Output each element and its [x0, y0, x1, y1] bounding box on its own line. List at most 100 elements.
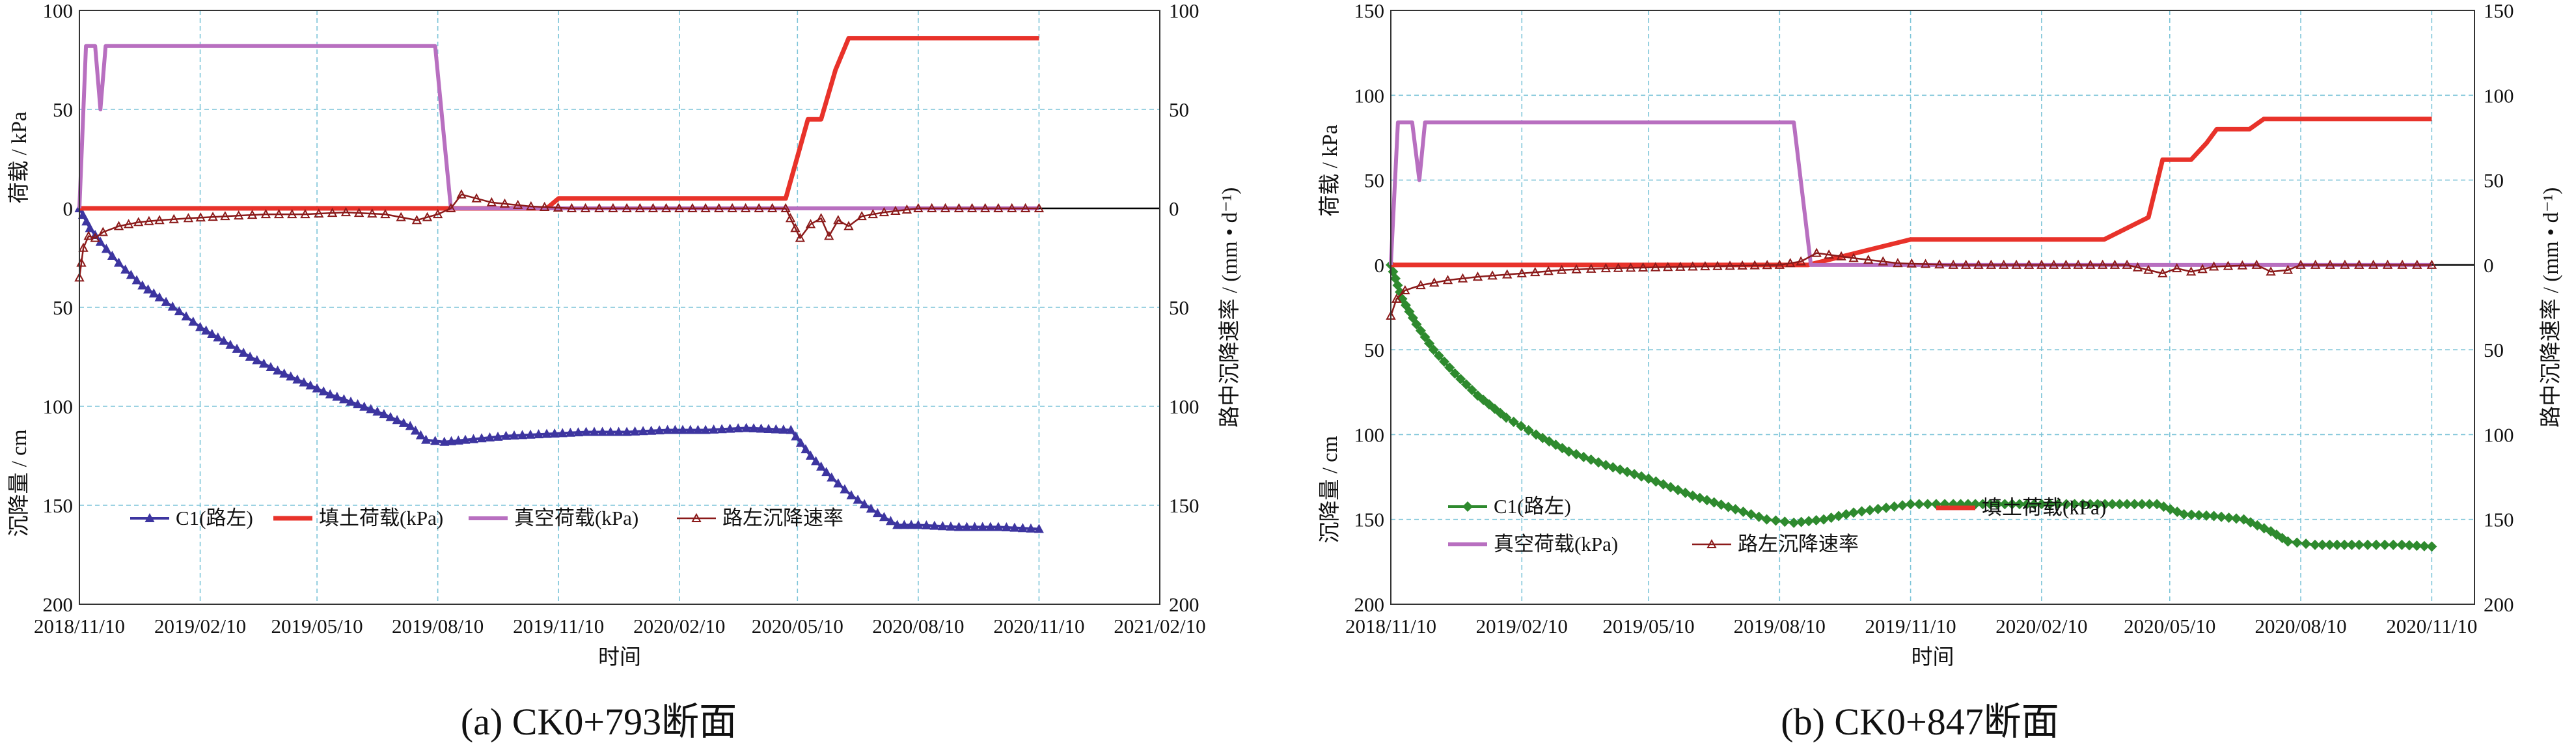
series-1-point — [219, 335, 229, 345]
series-4-point — [2085, 259, 2096, 269]
series-1-point — [953, 522, 964, 531]
series-1-point — [188, 316, 199, 326]
series-1-point — [622, 426, 632, 436]
series-1-point — [654, 425, 665, 435]
series-1-point — [446, 436, 456, 445]
series-4-point — [2023, 259, 2035, 269]
series-4-point — [2368, 259, 2379, 269]
series-3-line — [1389, 120, 2432, 267]
series-4-point — [1516, 268, 1527, 277]
y-tick-label-right: 150 — [1169, 494, 1199, 517]
series-4-point — [1416, 280, 1426, 290]
y-tick-label-left: 100 — [1354, 84, 1385, 107]
series-4-point — [553, 202, 564, 212]
series-1-point — [929, 520, 940, 530]
series-1-point — [252, 355, 262, 365]
series-1-point — [379, 409, 389, 419]
series-4-point — [273, 209, 284, 219]
y-tick-label-left: 200 — [1354, 593, 1385, 616]
series-4-point — [1920, 258, 1931, 268]
series-4-point — [1007, 202, 1017, 212]
series-4-point — [2197, 264, 2208, 273]
series-1-point — [2292, 537, 2303, 548]
series-1-point — [886, 516, 896, 525]
series-1-point — [1460, 379, 1472, 390]
y-axis-title-right: 路中沉降速率 / (mm • d⁻¹) — [2539, 188, 2563, 428]
series-4-point — [1391, 293, 1402, 303]
x-tick-label: 2018/11/10 — [1345, 615, 1436, 637]
series-4-point — [1663, 262, 1673, 272]
series-4-point — [1836, 251, 1846, 260]
series-4-point — [1034, 202, 1045, 212]
x-tick-label: 2020/11/10 — [993, 615, 1084, 637]
series-1-point — [2029, 499, 2040, 510]
series-4-point — [1762, 260, 1772, 270]
series-4-point — [2354, 259, 2364, 269]
x-tick-label: 2021/02/10 — [1114, 615, 1205, 637]
series-1-point — [678, 425, 688, 434]
series-1-point — [827, 472, 837, 482]
series-1-point — [286, 371, 296, 381]
series-1-point — [1501, 412, 1512, 423]
series-1-point — [541, 428, 552, 438]
legend-series-4-label: 路左沉降速率 — [1738, 533, 1859, 555]
series-1-point — [525, 429, 536, 439]
series-4-point — [314, 208, 324, 218]
series-1-point — [101, 244, 111, 253]
legend-series-4-label: 路左沉降速率 — [722, 507, 843, 529]
series-4-point — [2143, 264, 2154, 274]
x-tick-label: 2019/05/10 — [1602, 615, 1694, 637]
series-4-point — [780, 202, 791, 212]
series-1-point — [1826, 512, 1837, 524]
series-1-point — [2388, 539, 2399, 550]
series-4-point — [1737, 260, 1747, 270]
series-4-point — [1863, 254, 1874, 264]
series-4-point — [635, 202, 645, 212]
series-1-point — [420, 434, 431, 444]
series-1-point — [501, 430, 512, 440]
y-tick-label-right: 50 — [2484, 339, 2504, 361]
series-1-point — [1984, 499, 1995, 510]
series-1-point — [1449, 368, 1460, 379]
series-4-point — [2397, 259, 2407, 269]
series-1-point — [392, 415, 402, 425]
series-1-point — [2208, 510, 2219, 522]
series-1-point — [366, 404, 376, 413]
series-1-point — [685, 425, 696, 434]
series-1-point — [2061, 499, 2072, 510]
series-4-point — [471, 193, 482, 202]
series-1-point — [795, 438, 806, 447]
series-1-point — [238, 347, 249, 357]
series-1-point — [312, 383, 322, 393]
legend-series-4-point — [1706, 538, 1717, 548]
series-4-point — [2036, 259, 2047, 269]
series-1-point — [1841, 509, 1852, 520]
series-1-point — [2021, 499, 2033, 510]
series-1-point — [1803, 516, 1815, 527]
y-tick-label-left: 50 — [1364, 169, 1384, 192]
series-1-point — [232, 343, 242, 353]
series-4-point — [1487, 270, 1498, 280]
series-4-point — [805, 219, 816, 229]
series-4-point — [740, 202, 751, 212]
series-4-point — [540, 201, 550, 211]
legend-series-1-label: C1(路左) — [1494, 495, 1571, 518]
series-1-point — [1999, 499, 2010, 510]
series-4-point — [499, 198, 510, 208]
series-4-point — [833, 215, 843, 225]
series-1-point — [305, 380, 316, 390]
series-4-point — [1556, 264, 1567, 274]
series-4-point — [2109, 259, 2120, 269]
series-1-point — [2396, 539, 2407, 550]
series-4-point — [260, 209, 271, 219]
series-4-point — [123, 219, 134, 229]
series-4-point — [353, 208, 364, 217]
series-4-point — [700, 202, 711, 212]
series-1-point — [1770, 515, 1781, 526]
series-4-point — [396, 212, 406, 221]
series-1-point — [460, 434, 471, 444]
series-1-point — [318, 386, 329, 396]
series-1-point — [2301, 538, 2312, 550]
series-1-point — [1922, 499, 1933, 510]
